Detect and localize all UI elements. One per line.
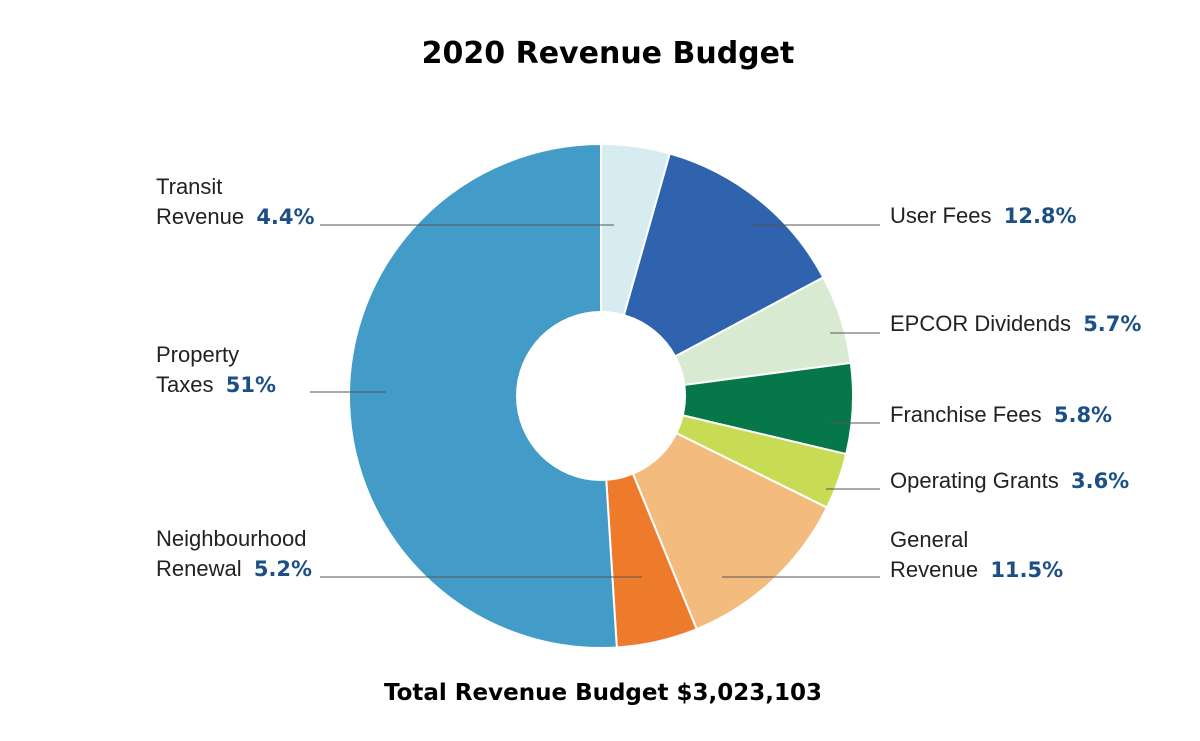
label-general-revenue: General Revenue 11.5%: [890, 525, 1063, 585]
label-text: Neighbourhood: [156, 526, 307, 551]
chart-title: 2020 Revenue Budget: [421, 36, 795, 71]
label-text: User Fees: [890, 203, 992, 228]
label-neighbourhood-renewal: Neighbourhood Renewal 5.2%: [156, 524, 312, 584]
label-property-taxes: Property Taxes 51%: [156, 340, 276, 400]
label-text: General: [890, 527, 969, 552]
slice-property-taxes: [348, 142, 618, 649]
donut-hole: [516, 311, 686, 481]
label-epcor-dividends: EPCOR Dividends 5.7%: [890, 309, 1141, 339]
total-budget-footer: Total Revenue Budget $3,023,103: [383, 680, 823, 706]
label-user-fees: User Fees 12.8%: [890, 201, 1077, 231]
label-transit-revenue: Transit Revenue 4.4%: [156, 172, 315, 232]
label-franchise-fees: Franchise Fees 5.8%: [890, 400, 1112, 430]
leader-lines: [310, 224, 880, 578]
label-operating-grants: Operating Grants 3.6%: [890, 466, 1129, 496]
value-label: 5.7%: [1083, 312, 1142, 336]
label-text: Operating Grants: [890, 468, 1059, 493]
label-text: Transit: [156, 174, 223, 199]
value-label: 5.8%: [1053, 403, 1113, 427]
label-text: Revenue: [156, 204, 245, 229]
value-label: 51%: [225, 373, 276, 397]
label-text: Revenue: [890, 557, 979, 582]
value-label: 12.8%: [1003, 204, 1077, 228]
value-label: 5.2%: [253, 557, 313, 581]
label-text: Property: [156, 342, 240, 367]
value-label: 3.6%: [1070, 469, 1130, 493]
label-text: EPCOR Dividends: [890, 311, 1071, 336]
value-label: 4.4%: [256, 205, 315, 229]
label-text: Franchise Fees: [890, 402, 1042, 427]
label-text: Renewal: [156, 556, 242, 581]
label-text: Taxes: [156, 372, 214, 397]
value-label: 11.5%: [990, 558, 1064, 582]
